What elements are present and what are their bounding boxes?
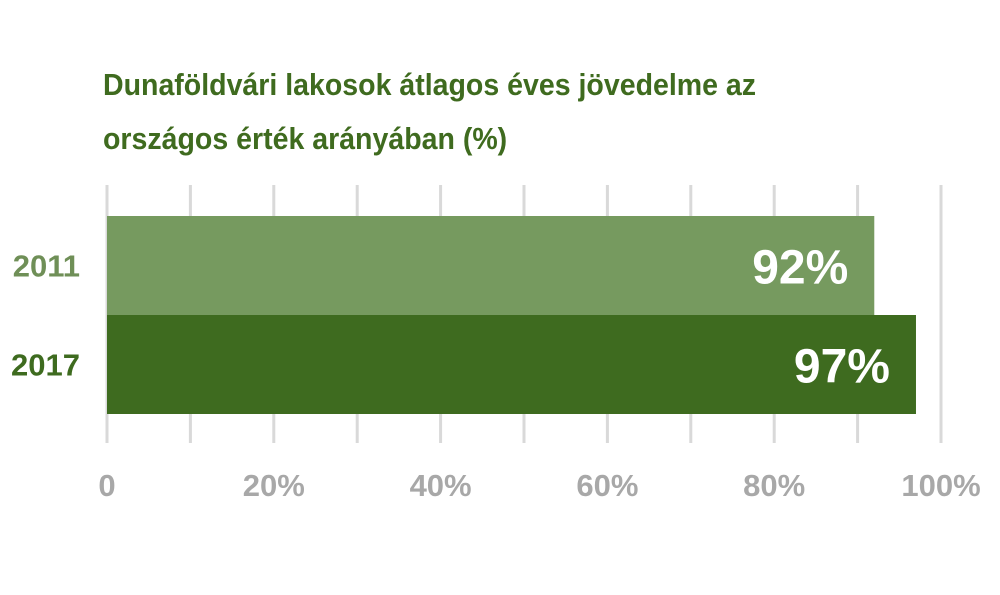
bar-2017 xyxy=(107,315,916,414)
x-axis-tick-labels: 0 20% 40% 60% 80% 100% xyxy=(98,468,980,503)
x-tick-label-20: 20% xyxy=(243,468,305,503)
category-labels: 2011 2017 xyxy=(11,249,80,383)
data-label-2017: 97% xyxy=(794,341,890,394)
bars xyxy=(107,216,916,414)
x-tick-label-40: 40% xyxy=(410,468,472,503)
x-tick-label-100: 100% xyxy=(901,468,980,503)
category-label-2017: 2017 xyxy=(11,348,80,383)
x-tick-label-0: 0 xyxy=(98,468,115,503)
data-labels: 92% 97% xyxy=(752,242,890,394)
x-tick-label-80: 80% xyxy=(743,468,805,503)
x-tick-label-60: 60% xyxy=(576,468,638,503)
chart-title-line-2: országos érték arányában (%) xyxy=(103,121,508,156)
data-label-2011: 92% xyxy=(752,242,848,295)
chart-title: Dunaföldvári lakosok átlagos éves jövede… xyxy=(103,58,802,166)
chart-title-line-1: Dunaföldvári lakosok átlagos éves jövede… xyxy=(103,67,757,102)
category-label-2011: 2011 xyxy=(13,249,80,284)
bar-2011 xyxy=(107,216,875,315)
